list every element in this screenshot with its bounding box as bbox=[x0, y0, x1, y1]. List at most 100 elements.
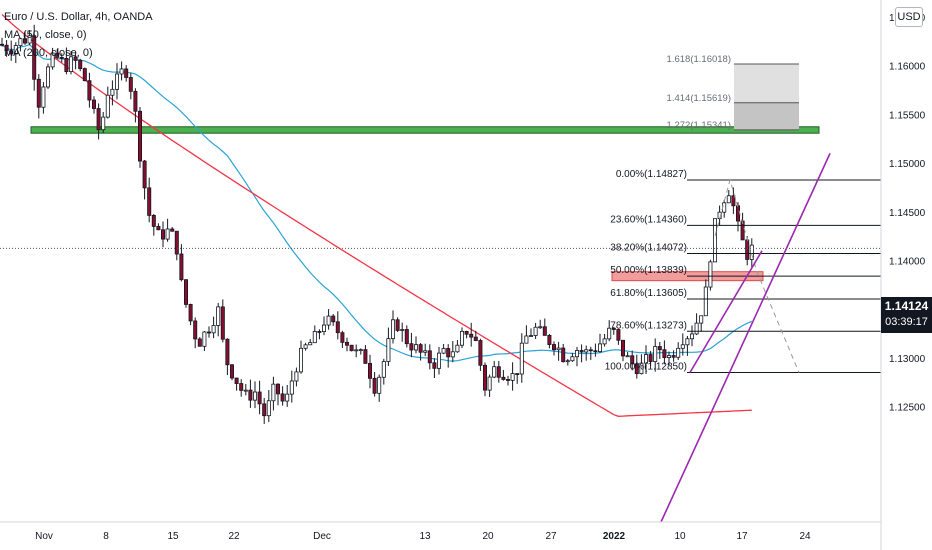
candle-body bbox=[193, 320, 198, 340]
projection-path bbox=[714, 178, 800, 373]
candle-body bbox=[459, 330, 464, 346]
candle-body bbox=[64, 57, 69, 72]
candle-body bbox=[344, 341, 349, 346]
candle-body bbox=[4, 44, 9, 52]
legend-symbol[interactable]: Euro / U.S. Dollar, 4h, OANDA bbox=[4, 11, 153, 23]
candle-body bbox=[446, 348, 451, 358]
candlesticks bbox=[0, 24, 754, 424]
candle-body bbox=[69, 56, 74, 72]
chart-drawings: 1.618(1.16018) 1.414(1.15619) 1.272(1.1534… bbox=[0, 54, 881, 523]
candle-body bbox=[160, 229, 165, 240]
candle-body bbox=[165, 228, 170, 240]
legend-ma200[interactable]: MA (200, close, 0) bbox=[4, 47, 93, 59]
candle-body bbox=[377, 376, 382, 394]
candle-body bbox=[547, 334, 552, 345]
candle-body bbox=[510, 373, 515, 381]
candle-body bbox=[556, 347, 561, 351]
candle-body bbox=[552, 344, 557, 351]
candle-body bbox=[225, 338, 230, 366]
candle-body bbox=[644, 354, 649, 364]
candle-body bbox=[639, 362, 644, 375]
candle-body bbox=[243, 389, 248, 392]
candle-body bbox=[432, 362, 437, 369]
candle-body bbox=[390, 319, 395, 340]
candle-body bbox=[234, 377, 239, 384]
time-tick-label: 13 bbox=[419, 531, 431, 542]
candle-body bbox=[92, 99, 97, 109]
candle-body bbox=[565, 360, 570, 363]
chart-legend: Euro / U.S. Dollar, 4h, OANDA MA (50, cl… bbox=[4, 8, 153, 62]
candle-body bbox=[248, 389, 253, 401]
candle-body bbox=[73, 56, 78, 61]
fib-level-label: 61.80%(1.13605) bbox=[610, 288, 687, 299]
time-tick-label: 8 bbox=[103, 531, 109, 542]
candle-body bbox=[197, 338, 202, 347]
candle-body bbox=[441, 348, 446, 354]
candle-body bbox=[257, 391, 262, 405]
candle-body bbox=[464, 330, 469, 335]
candle-body bbox=[151, 215, 156, 227]
candle-body bbox=[584, 349, 589, 353]
time-tick-label: 24 bbox=[799, 531, 811, 542]
candle-body bbox=[736, 205, 741, 222]
fib-ext-label: 1.618(1.16018) bbox=[667, 54, 731, 65]
candle-body bbox=[648, 354, 653, 362]
candle-body bbox=[252, 391, 257, 401]
candle-body bbox=[312, 331, 317, 344]
candle-body bbox=[699, 315, 704, 324]
candle-body bbox=[381, 361, 386, 378]
candle-body bbox=[680, 344, 685, 349]
time-tick-label: Nov bbox=[35, 531, 53, 542]
candle-body bbox=[59, 56, 64, 59]
candle-body bbox=[667, 355, 672, 358]
candle-body bbox=[413, 344, 418, 351]
candle-body bbox=[326, 315, 331, 326]
candle-body bbox=[294, 371, 299, 382]
candle-body bbox=[482, 364, 487, 391]
time-tick-label: 27 bbox=[545, 531, 557, 542]
candle-body bbox=[745, 239, 750, 260]
candle-body bbox=[9, 50, 14, 55]
candle-body bbox=[285, 393, 290, 402]
candle-body bbox=[262, 403, 267, 417]
candle-body bbox=[505, 379, 510, 381]
candle-body bbox=[317, 331, 322, 333]
currency-badge[interactable]: USD bbox=[895, 7, 923, 27]
bar-countdown: 03:39:17 bbox=[885, 316, 928, 328]
last-price-value: 1.14124 bbox=[884, 299, 929, 313]
candle-body bbox=[731, 195, 736, 207]
candle-body bbox=[110, 88, 115, 96]
candle-body bbox=[128, 77, 133, 92]
ma200-line bbox=[1, 14, 752, 417]
candle-body bbox=[427, 350, 432, 364]
time-tick-label: 22 bbox=[228, 531, 240, 542]
candle-body bbox=[308, 342, 313, 346]
candle-body bbox=[32, 35, 37, 80]
fib-ext-label: 1.272(1.15341) bbox=[667, 120, 731, 131]
candle-body bbox=[87, 80, 92, 101]
candle-body bbox=[170, 228, 175, 232]
candle-body bbox=[404, 329, 409, 345]
candle-body bbox=[82, 68, 87, 82]
candle-body bbox=[598, 343, 603, 352]
candle-body bbox=[229, 364, 234, 379]
candle-body bbox=[492, 366, 497, 378]
time-tick-label: 20 bbox=[482, 531, 494, 542]
candle-body bbox=[363, 349, 368, 364]
legend-ma50[interactable]: MA (50, close, 0) bbox=[4, 29, 87, 41]
time-tick-label: 10 bbox=[674, 531, 686, 542]
candle-body bbox=[220, 306, 225, 340]
candle-body bbox=[450, 351, 455, 358]
ascending-trendline bbox=[660, 153, 831, 523]
candle-body bbox=[331, 315, 336, 323]
candle-body bbox=[653, 346, 658, 362]
candle-body bbox=[115, 73, 120, 90]
candle-body bbox=[418, 344, 423, 353]
candle-body bbox=[50, 52, 55, 68]
candle-body bbox=[298, 347, 303, 373]
price-tick-label: 1.16000 bbox=[889, 62, 926, 73]
candle-body bbox=[685, 338, 690, 346]
candle-body bbox=[570, 356, 575, 362]
candle-body bbox=[436, 352, 441, 369]
